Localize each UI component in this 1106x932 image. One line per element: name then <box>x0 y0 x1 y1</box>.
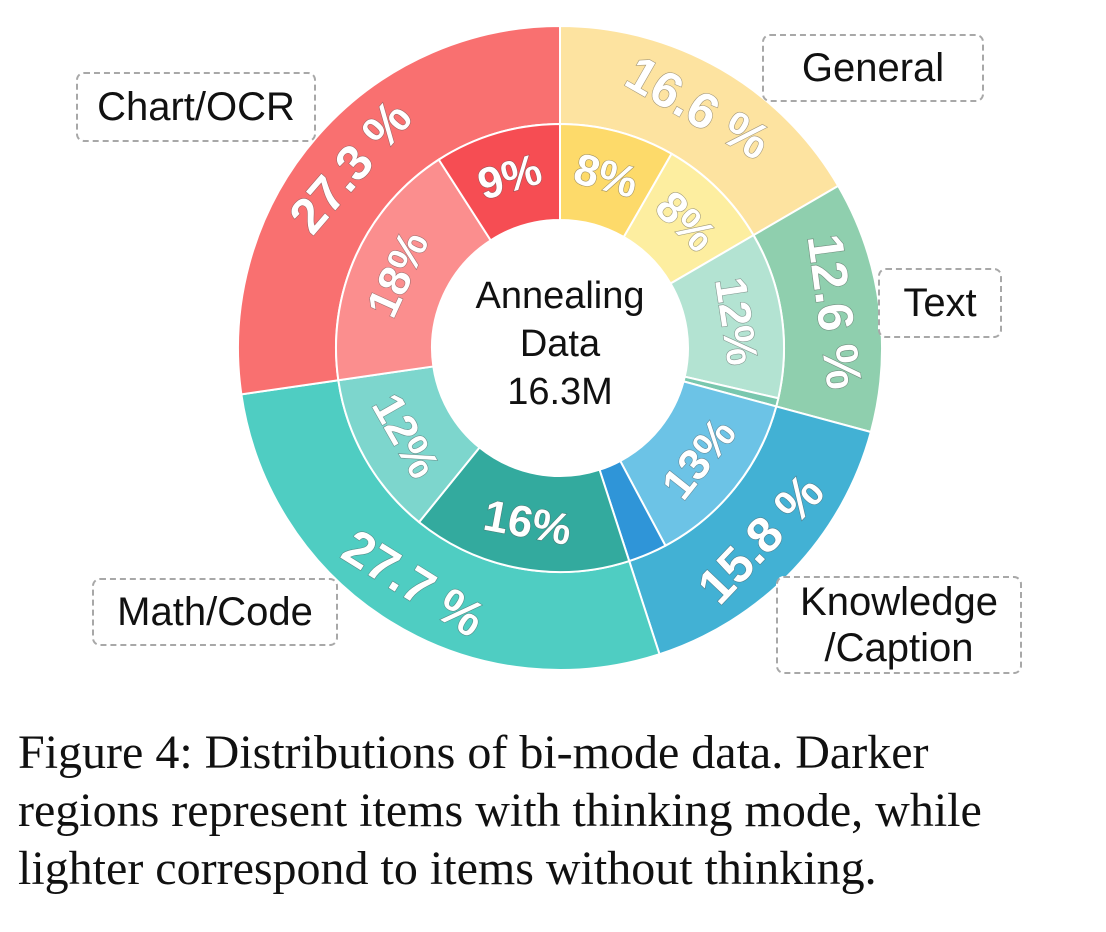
legend-math-code-label: Math/Code <box>117 590 313 634</box>
center-label-line-3: 16.3M <box>507 371 613 413</box>
legend-chart-ocr: Chart/OCR <box>76 72 316 142</box>
sunburst-chart: 16.6 % 12.6 % 15.8 % 27.7 % 27.3 % 8% 8% 12% 13%… <box>76 24 1022 674</box>
caption-line-2: regions represent items with thinking mo… <box>18 784 982 837</box>
caption-line-1: Figure 4: Distributions of bi-mode data.… <box>18 726 929 779</box>
center-label-line-1: Annealing <box>475 275 644 317</box>
legend-text: Text <box>878 268 1002 338</box>
center-label-line-2: Data <box>520 323 601 365</box>
legend-knowledge-label-line2: /Caption <box>824 626 974 670</box>
caption-line-3: lighter correspond to items without thin… <box>18 842 877 895</box>
legend-general-label: General <box>801 46 945 90</box>
legend-general: General <box>762 34 984 102</box>
inner-slice-chart-ocr-thinking <box>437 122 561 242</box>
inner-ring <box>335 122 785 573</box>
inner-slice-chart-ocr-non-thinking <box>335 158 493 382</box>
sunburst-svg: 16.6 %12.6 %15.8 %27.7 %27.3 % 8%8%12%13%… <box>237 24 883 671</box>
legend-knowledge-caption: Knowledge /Caption <box>776 576 1022 674</box>
center-label: Annealing Data 16.3M <box>475 275 644 413</box>
legend-text-label: Text <box>903 281 977 325</box>
legend-math-code: Math/Code <box>92 578 338 646</box>
outer-ring <box>237 24 883 671</box>
legend-knowledge-label-line1: Knowledge <box>800 580 998 624</box>
legend-chart-ocr-label: Chart/OCR <box>97 85 295 129</box>
figure-caption: Figure 4: Distributions of bi-mode data.… <box>18 724 1088 898</box>
